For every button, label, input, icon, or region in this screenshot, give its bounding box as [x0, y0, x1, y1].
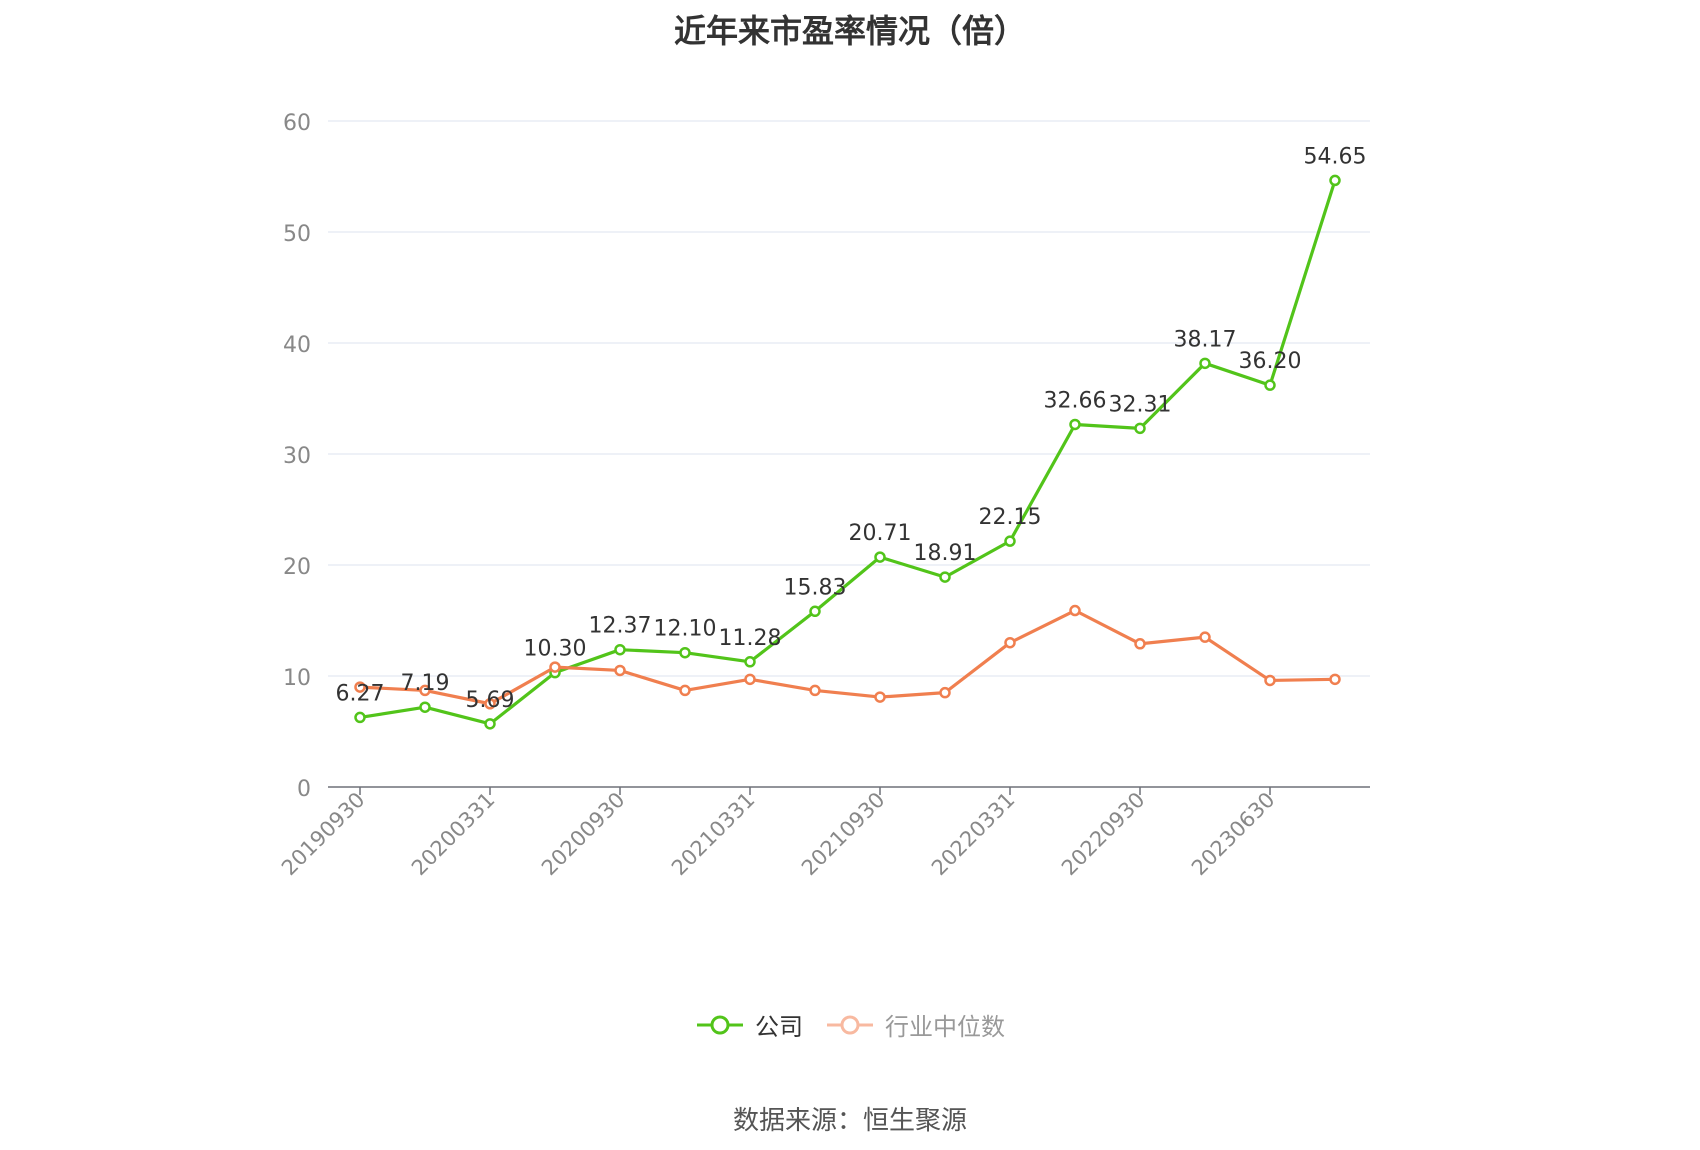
data-point-1-2: [484, 698, 496, 710]
x-tick-label-20230630: 20230630: [1187, 788, 1280, 881]
data-point-1-7: [809, 684, 821, 697]
data-point-1-14: [1264, 674, 1276, 687]
chart-title: 近年来市盈率情况（倍）: [673, 12, 1026, 50]
data-label-5: 12.10: [654, 617, 717, 642]
x-tick-label-20210331: 20210331: [667, 788, 760, 881]
x-tick-label-20220930: 20220930: [1057, 788, 1150, 881]
data-point-0-8: [874, 551, 886, 563]
data-label-10: 22.15: [979, 505, 1042, 530]
data-point-0-14: [1264, 379, 1276, 391]
y-tick-label-50: 50: [283, 222, 311, 247]
y-tick-label-30: 30: [283, 444, 311, 469]
data-label-1: 7.19: [401, 671, 450, 696]
data-point-0-7: [809, 605, 821, 618]
y-tick-label-0: 0: [297, 777, 311, 802]
data-point-0-11: [1069, 418, 1081, 431]
data-point-1-8: [874, 691, 886, 703]
data-point-1-13: [1199, 631, 1211, 643]
data-point-1-11: [1069, 604, 1081, 617]
data-point-0-5: [679, 646, 691, 659]
grid-lines: [328, 120, 1370, 677]
data-label-15: 54.65: [1304, 144, 1367, 169]
data-point-1-12: [1134, 638, 1146, 650]
data-label-9: 18.91: [914, 541, 977, 566]
data-point-0-9: [939, 571, 951, 583]
y-tick-label-40: 40: [283, 333, 311, 358]
data-point-1-1: [419, 684, 431, 697]
axes: 0 10 20 30 40 50 60 20190930 20200331 20200930 202…: [277, 111, 1370, 880]
legend-item-company[interactable]: 公司: [695, 1007, 803, 1042]
data-point-0-10: [1004, 535, 1016, 547]
data-label-4: 12.37: [589, 614, 652, 639]
series-line-1: [359, 608, 1336, 706]
data-label-2: 5.69: [466, 688, 515, 713]
data-label-0: 6.27: [336, 681, 385, 706]
data-source: 数据来源：恒生聚源: [732, 1106, 967, 1136]
x-tick-label-20190930: 20190930: [277, 788, 370, 881]
data-label-7: 15.83: [784, 575, 847, 600]
data-point-1-9: [939, 686, 951, 699]
data-point-1-5: [679, 684, 691, 697]
data-point-0-4: [614, 643, 626, 656]
legend: 公司 行业中位数: [0, 1007, 1700, 1042]
legend-item-industry[interactable]: 行业中位数: [825, 1007, 1005, 1042]
y-tick-label-60: 60: [283, 111, 311, 136]
data-label-6: 11.28: [719, 626, 782, 651]
x-tick-label-20210930: 20210930: [797, 788, 890, 881]
x-tick-label-20200331: 20200331: [407, 788, 500, 881]
series-line-0: [359, 179, 1337, 726]
data-label-11: 32.66: [1044, 388, 1107, 413]
data-point-1-15: [1329, 673, 1341, 686]
data-point-0-1: [419, 701, 431, 713]
legend-industry-line-icon: [827, 1015, 873, 1034]
data-point-0-13: [1199, 357, 1211, 370]
data-point-0-0: [354, 711, 366, 724]
data-label-8: 20.71: [849, 521, 912, 546]
series-lines: [354, 174, 1341, 730]
data-point-1-4: [614, 664, 626, 677]
legend-label-company: 公司: [755, 1013, 803, 1041]
data-label-3: 10.30: [524, 637, 587, 662]
data-point-0-2: [484, 718, 496, 730]
data-point-1-6: [744, 673, 756, 686]
data-point-0-6: [744, 656, 756, 668]
data-point-0-15: [1329, 174, 1341, 187]
legend-label-industry: 行业中位数: [885, 1013, 1005, 1041]
data-point-1-0: [354, 681, 366, 693]
data-point-0-12: [1134, 422, 1146, 435]
y-tick-label-20: 20: [283, 555, 311, 580]
data-label-12: 32.31: [1109, 392, 1172, 417]
y-tick-label-10: 10: [283, 666, 311, 691]
data-point-1-10: [1004, 636, 1016, 649]
x-tick-label-20200930: 20200930: [537, 788, 630, 881]
data-label-14: 36.20: [1239, 349, 1302, 374]
x-tick-label-20220331: 20220331: [927, 788, 1020, 881]
data-point-1-3: [549, 661, 561, 673]
legend-company-line-icon: [697, 1015, 743, 1034]
data-label-13: 38.17: [1174, 327, 1237, 352]
